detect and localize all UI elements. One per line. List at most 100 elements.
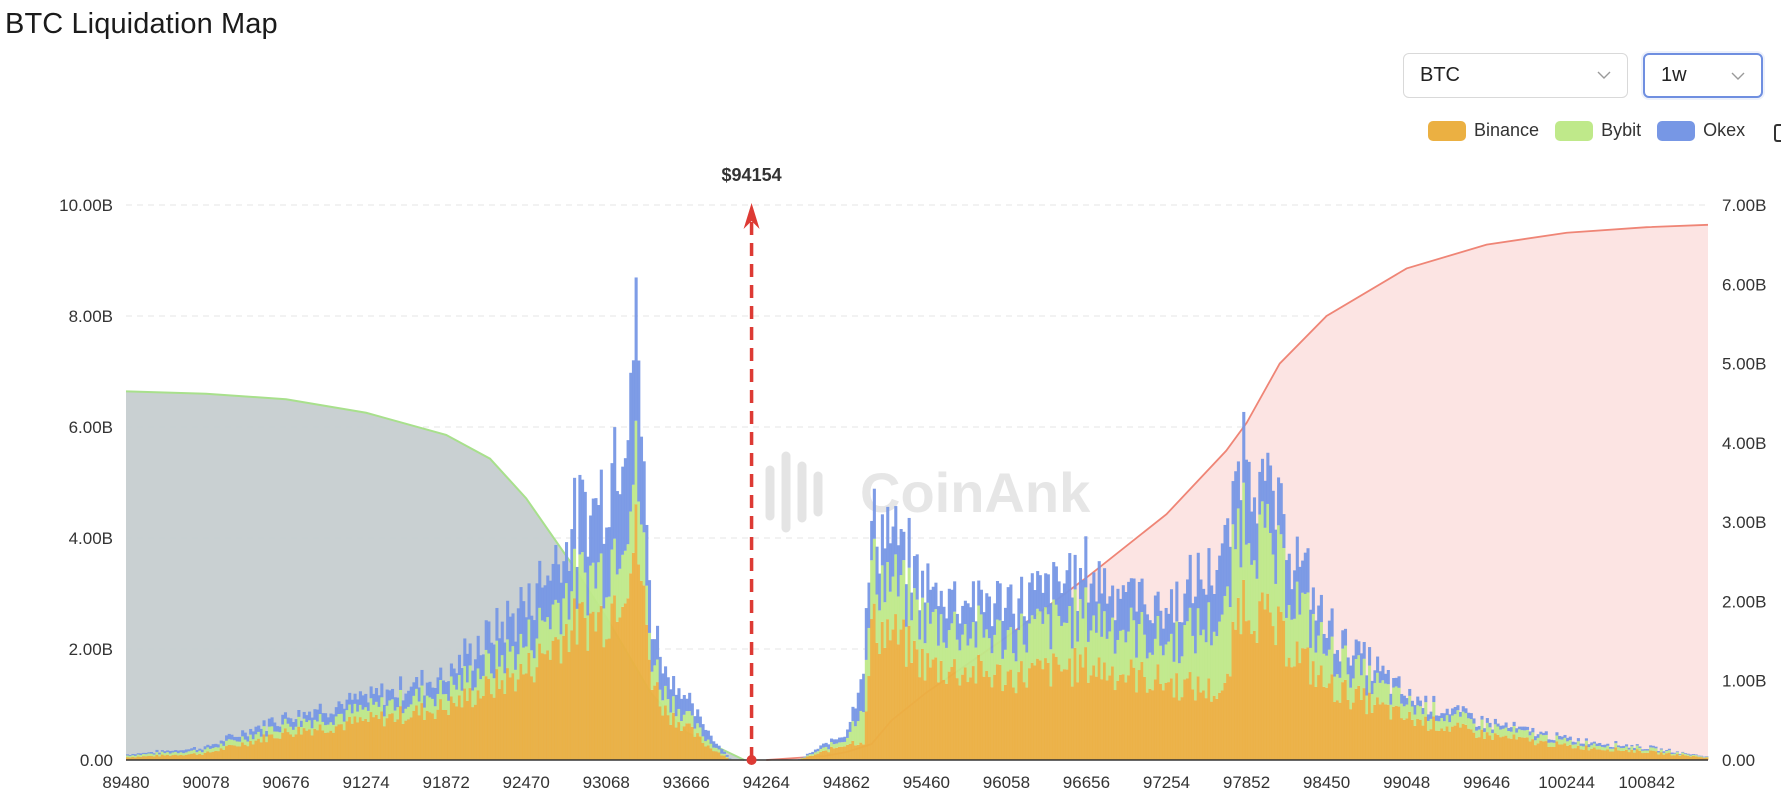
bybit-bar bbox=[1378, 682, 1382, 705]
bybit-bar bbox=[704, 741, 708, 747]
bybit-bar bbox=[605, 597, 609, 640]
binance-bar bbox=[1499, 737, 1503, 760]
okex-bar bbox=[888, 543, 892, 592]
bybit-bar bbox=[937, 645, 941, 683]
okex-bar bbox=[388, 690, 392, 701]
binance-bar bbox=[709, 748, 713, 760]
bybit-bar bbox=[987, 638, 992, 678]
bybit-bar bbox=[602, 608, 606, 648]
binance-bar bbox=[1172, 697, 1176, 760]
bybit-bar bbox=[482, 675, 486, 696]
bybit-bar bbox=[484, 649, 488, 677]
bybit-bar bbox=[171, 752, 175, 756]
okex-bar bbox=[1627, 747, 1631, 750]
bybit-bar bbox=[923, 643, 927, 681]
bybit-bar bbox=[1172, 661, 1176, 698]
okex-bar bbox=[1566, 737, 1570, 742]
bybit-bar bbox=[591, 562, 595, 612]
bybit-bar bbox=[308, 720, 312, 730]
okex-bar bbox=[1429, 711, 1433, 719]
okex-bar bbox=[374, 687, 379, 702]
bybit-bar bbox=[1044, 607, 1048, 659]
okex-bar bbox=[511, 613, 515, 647]
okex-bar bbox=[1220, 543, 1224, 615]
okex-bar bbox=[680, 698, 684, 722]
bybit-bar bbox=[543, 621, 547, 655]
period-select[interactable]: 1w bbox=[1643, 53, 1763, 98]
binance-bar bbox=[1148, 688, 1152, 760]
bybit-bar bbox=[206, 747, 210, 752]
okex-bar bbox=[1095, 601, 1099, 633]
okex-bar bbox=[251, 731, 255, 740]
okex-bar bbox=[134, 754, 138, 756]
bybit-bar bbox=[294, 726, 298, 735]
bybit-bar bbox=[979, 614, 983, 661]
bybit-bar bbox=[1491, 733, 1495, 740]
symbol-select[interactable]: BTC bbox=[1403, 53, 1628, 98]
binance-bar bbox=[1038, 660, 1042, 760]
okex-bar bbox=[1351, 655, 1356, 679]
legend-item-okex[interactable]: Okex bbox=[1657, 120, 1745, 141]
x-tick-label: 99048 bbox=[1383, 773, 1430, 792]
binance-bar bbox=[524, 673, 528, 760]
bybit-bar bbox=[610, 549, 614, 604]
legend-item-binance[interactable]: Binance bbox=[1428, 120, 1539, 141]
legend-more-icon[interactable] bbox=[1774, 124, 1781, 142]
bybit-bar bbox=[677, 708, 681, 723]
okex-bar bbox=[1614, 741, 1618, 744]
legend-item-bybit[interactable]: Bybit bbox=[1555, 120, 1641, 141]
okex-bar bbox=[420, 669, 424, 686]
binance-bar bbox=[1343, 679, 1348, 760]
binance-bar bbox=[329, 730, 333, 760]
binance-bar bbox=[1448, 731, 1452, 760]
okex-bar bbox=[404, 693, 408, 709]
binance-bar bbox=[1370, 712, 1374, 760]
okex-bar bbox=[1044, 573, 1048, 608]
binance-bar bbox=[1092, 665, 1096, 760]
bybit-bar bbox=[1528, 735, 1532, 742]
binance-bar bbox=[1507, 738, 1511, 760]
binance-bar bbox=[591, 611, 595, 760]
bybit-bar bbox=[1608, 748, 1613, 752]
bybit-bar bbox=[1054, 604, 1058, 658]
binance-bar bbox=[1290, 667, 1294, 760]
okex-bar bbox=[441, 680, 445, 695]
okex-bar bbox=[1673, 752, 1677, 754]
bybit-bar bbox=[393, 710, 397, 722]
x-tick-label: 94264 bbox=[743, 773, 790, 792]
okex-bar bbox=[342, 708, 346, 722]
okex-bar bbox=[356, 699, 360, 712]
binance-bar bbox=[1231, 621, 1235, 760]
okex-bar bbox=[1295, 536, 1299, 582]
bybit-bar bbox=[1167, 641, 1171, 683]
binance-bar bbox=[1368, 692, 1372, 760]
bybit-bar bbox=[361, 709, 365, 721]
y-right-tick-label: 1.00B bbox=[1722, 672, 1766, 691]
binance-bar bbox=[420, 703, 424, 760]
okex-bar bbox=[1287, 553, 1291, 605]
binance-bar bbox=[465, 700, 470, 760]
okex-bar bbox=[1196, 552, 1200, 609]
binance-bar bbox=[1410, 719, 1414, 760]
y-right-tick-label: 5.00B bbox=[1722, 355, 1766, 374]
binance-bar bbox=[361, 720, 365, 760]
bybit-bar bbox=[222, 745, 226, 750]
binance-bar bbox=[1702, 757, 1706, 760]
bybit-bar bbox=[1635, 745, 1639, 750]
bybit-bar bbox=[1686, 754, 1690, 756]
okex-bar bbox=[321, 713, 325, 722]
okex-bar bbox=[1277, 477, 1281, 526]
bybit-bar bbox=[1558, 739, 1562, 745]
bybit-bar bbox=[160, 751, 164, 755]
bybit-bar bbox=[880, 565, 884, 622]
okex-bar bbox=[1459, 711, 1463, 717]
okex-bar bbox=[166, 750, 170, 753]
bybit-bar bbox=[1137, 624, 1141, 671]
bybit-bar bbox=[1009, 627, 1013, 670]
okex-bar bbox=[1603, 744, 1607, 748]
binance-bar bbox=[404, 720, 408, 760]
okex-bar bbox=[1327, 620, 1331, 650]
okex-bar bbox=[1263, 480, 1267, 528]
bybit-bar bbox=[152, 754, 156, 757]
okex-bar bbox=[979, 589, 983, 615]
